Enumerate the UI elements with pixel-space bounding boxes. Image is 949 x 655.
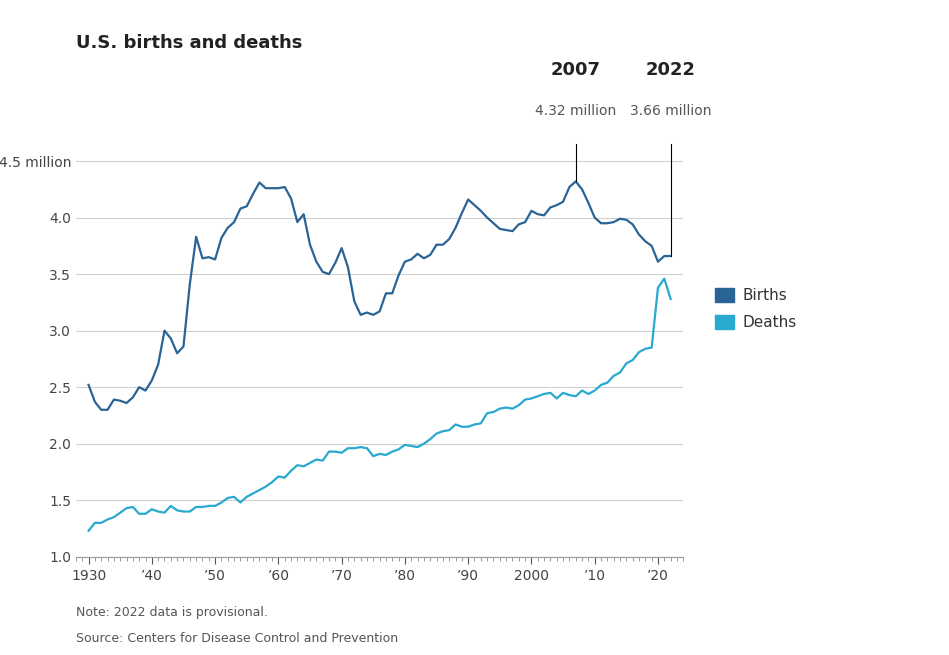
Text: 3.66 million: 3.66 million (630, 104, 712, 118)
Text: U.S. births and deaths: U.S. births and deaths (76, 35, 303, 52)
Text: 2022: 2022 (645, 61, 696, 79)
Text: 2007: 2007 (550, 61, 601, 79)
Text: Source: Centers for Disease Control and Prevention: Source: Centers for Disease Control and … (76, 632, 398, 645)
Text: Note: 2022 data is provisional.: Note: 2022 data is provisional. (76, 606, 268, 619)
Text: 4.32 million: 4.32 million (535, 104, 616, 118)
Legend: Births, Deaths: Births, Deaths (716, 288, 797, 330)
